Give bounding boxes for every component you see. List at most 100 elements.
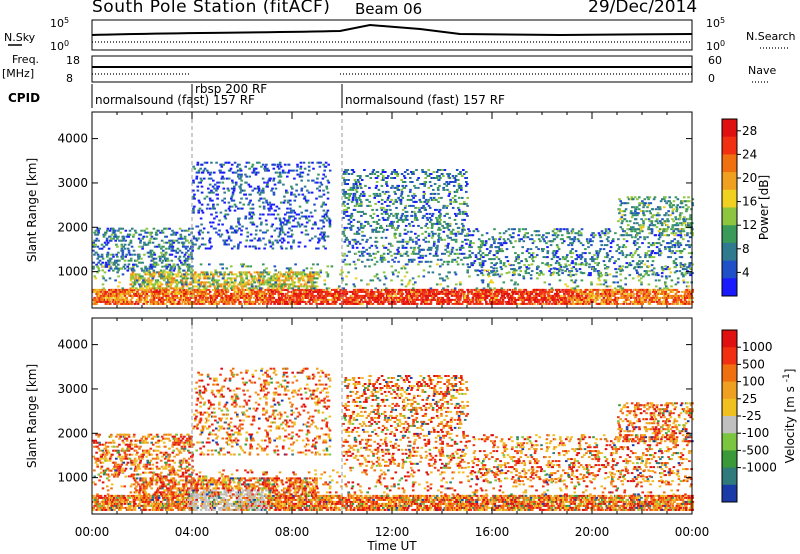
- echo-cell: [223, 192, 226, 194]
- echo-cell: [376, 261, 379, 263]
- echo-cell: [184, 254, 187, 256]
- echo-cell: [124, 295, 127, 297]
- echo-cell: [117, 264, 120, 266]
- echo-cell: [394, 233, 397, 235]
- echo-cell: [348, 223, 351, 225]
- echo-cell: [193, 206, 196, 208]
- echo-cell: [93, 254, 96, 256]
- echo-cell: [227, 188, 230, 190]
- echo-cell: [324, 297, 327, 299]
- echo-cell: [285, 299, 288, 301]
- echo-cell: [321, 220, 324, 222]
- echo-cell: [224, 214, 227, 216]
- echo-cell: [281, 297, 284, 299]
- echo-cell: [356, 203, 359, 205]
- echo-cell: [413, 295, 416, 297]
- echo-cell: [157, 301, 160, 303]
- echo-cell: [136, 291, 139, 293]
- echo-cell: [234, 204, 237, 206]
- echo-cell: [227, 291, 230, 293]
- echo-cell: [323, 232, 326, 234]
- echo-cell: [405, 233, 408, 235]
- echo-cell: [285, 224, 288, 226]
- echo-cell: [304, 198, 307, 200]
- echo-cell: [240, 271, 243, 273]
- echo-cell: [110, 240, 113, 242]
- echo-cell: [409, 293, 412, 295]
- echo-cell: [384, 193, 387, 195]
- echo-cell: [266, 303, 269, 305]
- echo-cell: [276, 242, 279, 244]
- echo-cell: [387, 295, 390, 297]
- echo-cell: [249, 194, 252, 196]
- echo-cell: [257, 186, 260, 188]
- echo-cell: [201, 192, 204, 194]
- echo-cell: [343, 195, 346, 197]
- echo-cell: [212, 273, 215, 275]
- echo-cell: [173, 277, 176, 279]
- echo-cell: [417, 225, 420, 227]
- echo-cell: [466, 299, 469, 301]
- echo-cell: [204, 277, 207, 279]
- echo-cell: [196, 176, 199, 178]
- echo-cell: [326, 212, 329, 214]
- echo-cell: [616, 299, 619, 301]
- echo-cell: [264, 232, 267, 234]
- echo-cell: [135, 232, 138, 234]
- echo-cell: [258, 200, 261, 202]
- echo-cell: [183, 242, 186, 244]
- echo-cell: [240, 234, 243, 236]
- echo-cell: [206, 170, 209, 172]
- echo-cell: [187, 256, 190, 258]
- echo-cell: [262, 232, 265, 234]
- echo-cell: [518, 297, 521, 299]
- echo-cell: [322, 178, 325, 180]
- echo-cell: [262, 188, 265, 190]
- echo-cell: [384, 171, 387, 173]
- echo-cell: [212, 180, 215, 182]
- echo-cell: [159, 281, 162, 283]
- echo-cell: [280, 176, 283, 178]
- echo-cell: [236, 230, 239, 232]
- echo-cell: [392, 299, 395, 301]
- echo-cell: [623, 291, 626, 293]
- echo-cell: [381, 199, 384, 201]
- echo-cell: [369, 195, 372, 197]
- echo-cell: [408, 223, 411, 225]
- echo-cell: [158, 295, 161, 297]
- echo-cell: [197, 238, 200, 240]
- echo-cell: [249, 246, 252, 248]
- echo-cell: [110, 258, 113, 260]
- echo-cell: [221, 224, 224, 226]
- echo-cell: [294, 200, 297, 202]
- echo-cell: [130, 240, 133, 242]
- echo-cell: [390, 187, 393, 189]
- echo-cell: [94, 246, 97, 248]
- echo-cell: [299, 297, 302, 299]
- echo-cell: [151, 250, 154, 252]
- echo-cell: [152, 242, 155, 244]
- echo-cell: [267, 214, 270, 216]
- echo-cell: [425, 231, 428, 233]
- echo-cell: [603, 303, 606, 305]
- echo-cell: [661, 291, 664, 293]
- noise-sky-line: [92, 25, 692, 35]
- echo-cell: [106, 230, 109, 232]
- echo-cell: [369, 301, 372, 303]
- echo-cell: [226, 240, 229, 242]
- echo-cell: [386, 199, 389, 201]
- echo-cell: [413, 259, 416, 261]
- echo-cell: [93, 242, 96, 244]
- echo-cell: [125, 297, 128, 299]
- echo-cell: [416, 219, 419, 221]
- echo-cell: [106, 244, 109, 246]
- echo-cell: [187, 297, 190, 299]
- echo-cell: [163, 270, 166, 272]
- echo-cell: [388, 303, 391, 305]
- echo-cell: [300, 162, 303, 164]
- echo-cell: [469, 303, 472, 305]
- echo-cell: [369, 205, 372, 207]
- echo-cell: [488, 295, 491, 297]
- echo-cell: [293, 283, 296, 285]
- echo-cell: [140, 299, 143, 301]
